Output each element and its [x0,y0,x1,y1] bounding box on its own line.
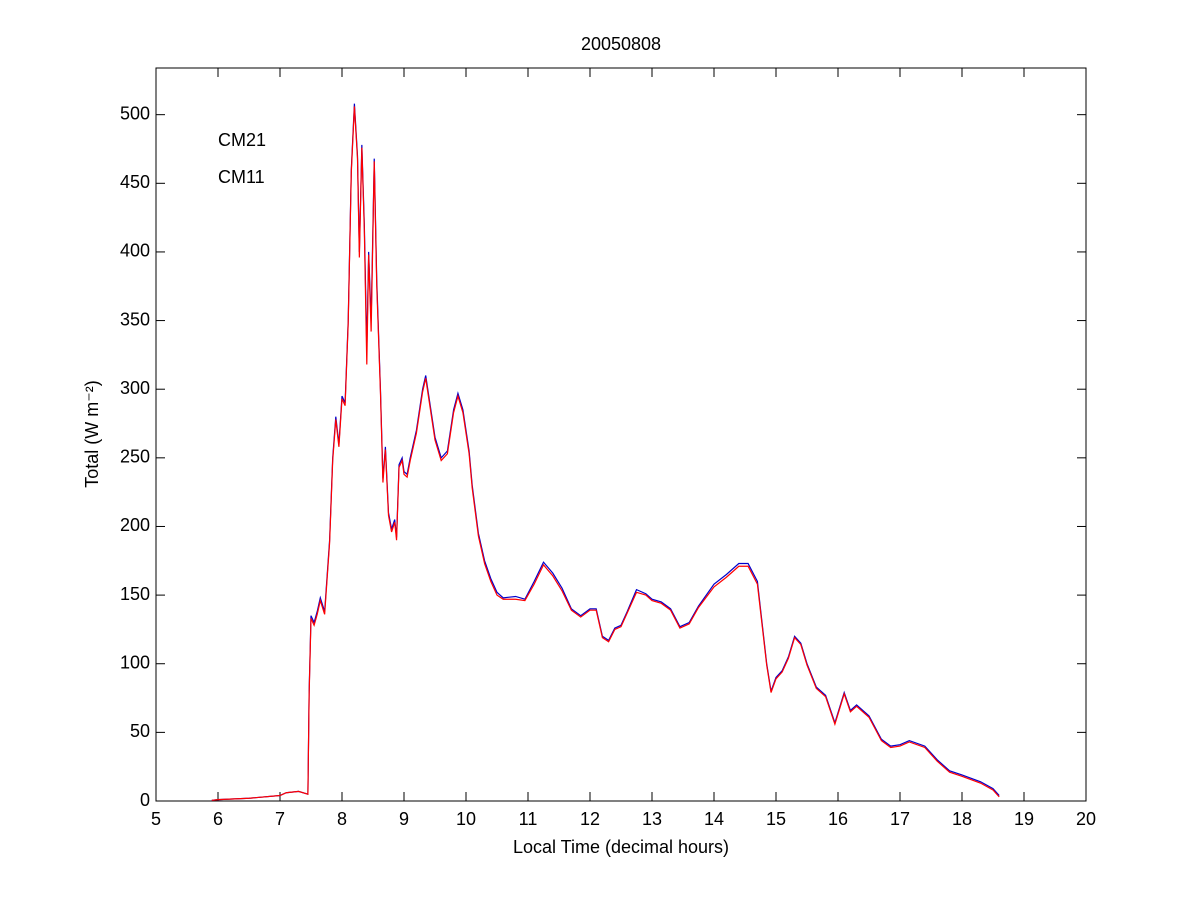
chart-title: 20050808 [581,34,661,54]
x-tick-label: 15 [766,809,786,829]
x-tick-label: 12 [580,809,600,829]
y-tick-label: 500 [120,103,150,123]
plot-frame [155,67,1087,802]
y-tick-label: 0 [140,790,150,810]
x-tick-label: 19 [1014,809,1034,829]
y-tick-label: 300 [120,378,150,398]
y-axis-label: Total (W m⁻²) [82,380,102,488]
legend-label: CM21 [218,130,266,150]
y-tick-label: 100 [120,652,150,672]
x-tick-label: 16 [828,809,848,829]
y-tick-label: 250 [120,447,150,467]
x-tick-label: 6 [213,809,223,829]
x-tick-label: 5 [151,809,161,829]
y-tick-label: 450 [120,172,150,192]
y-tick-label: 50 [130,721,150,741]
x-tick-label: 13 [642,809,662,829]
legend-label: CM11 [218,167,265,187]
x-tick-label: 18 [952,809,972,829]
x-tick-label: 11 [519,809,538,829]
data-line [211,106,1000,801]
x-axis-label: Local Time (decimal hours) [513,837,729,857]
x-tick-label: 7 [275,809,285,829]
x-tick-label: 8 [337,809,347,829]
x-tick-label: 17 [890,809,910,829]
x-tick-label: 14 [704,809,724,829]
x-tick-label: 20 [1076,809,1096,829]
y-tick-label: 400 [120,241,150,261]
y-tick-label: 350 [120,309,150,329]
y-tick-label: 150 [120,584,150,604]
x-tick-label: 9 [399,809,409,829]
y-tick-label: 200 [120,515,150,535]
x-tick-label: 10 [456,809,476,829]
